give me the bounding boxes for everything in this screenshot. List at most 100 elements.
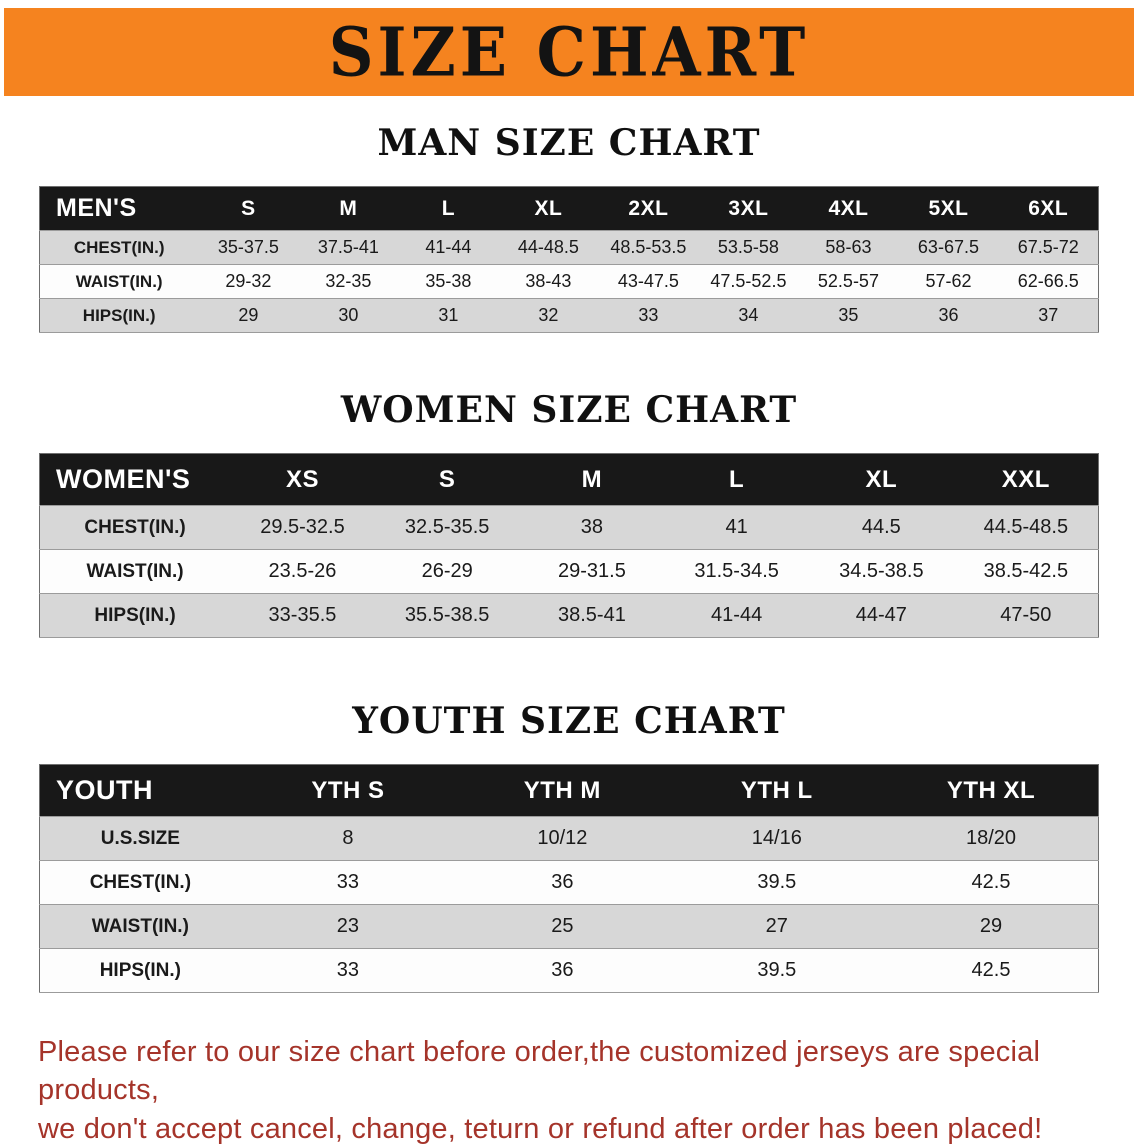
size-value: 38-43 xyxy=(525,271,572,291)
measurement-label: CHEST(IN.) xyxy=(73,237,165,257)
size-column-header: XL xyxy=(808,453,954,506)
measurement-row: WAIST(IN.) 23.5-26 26-29 29-31.5 31.5-34.5 34… xyxy=(39,549,1099,594)
measurement-label: CHEST(IN.) xyxy=(89,871,192,893)
size-value: 10/12 xyxy=(537,827,588,849)
size-value: 29.5-32.5 xyxy=(260,516,345,538)
size-column-header: 6XL xyxy=(998,186,1099,231)
size-value: 38 xyxy=(580,516,604,538)
youth-section-heading: YOUTH SIZE CHART xyxy=(352,700,786,742)
size-value: 36 xyxy=(938,305,959,325)
size-value: 53.5-58 xyxy=(717,237,779,257)
size-value: 23.5-26 xyxy=(268,560,337,582)
size-column-header: L xyxy=(398,186,499,231)
youth-size-section: YOUTH SIZE CHART YOUTH YTH S YTH M YTH L YTH… xyxy=(0,700,1138,993)
size-value: 31.5-34.5 xyxy=(694,560,779,582)
size-value: 42.5 xyxy=(971,871,1011,893)
size-column-header: 3XL xyxy=(698,186,799,231)
women-section-heading: WOMEN SIZE CHART xyxy=(340,389,798,431)
disclaimer-line-2: we don't accept cancel, change, teturn o… xyxy=(38,1112,1043,1145)
size-value: 33 xyxy=(638,305,659,325)
size-charts: MAN SIZE CHART MEN'S S M L XL 2XL 3XL 4XL 5XL 6XL… xyxy=(0,122,1138,993)
size-value: 63-67.5 xyxy=(917,237,979,257)
measurement-label: HIPS(IN.) xyxy=(99,959,181,981)
size-value: 52.5-57 xyxy=(817,271,879,291)
measurement-row: HIPS(IN.) 33-35.5 35.5-38.5 38.5-41 41-44 44-… xyxy=(39,593,1099,638)
size-value: 8 xyxy=(342,827,354,849)
size-column-header: M xyxy=(519,453,665,506)
table-group-label: YOUTH xyxy=(39,764,241,817)
size-value: 32.5-35.5 xyxy=(404,516,490,538)
measurement-row: U.S.SIZE 8 10/12 14/16 18/20 xyxy=(39,816,1099,861)
size-value: 35-38 xyxy=(425,271,472,291)
size-value: 36 xyxy=(551,959,574,981)
size-value: 39.5 xyxy=(757,959,797,981)
measurement-row: WAIST(IN.) 29-32 32-35 35-38 38-43 43-47.5 47.… xyxy=(39,264,1099,299)
size-value: 47-50 xyxy=(1000,604,1052,626)
measurement-row: CHEST(IN.) 33 36 39.5 42.5 xyxy=(39,860,1099,905)
size-value: 30 xyxy=(338,305,359,325)
size-value: 18/20 xyxy=(965,827,1017,849)
measurement-row: HIPS(IN.) 29 30 31 32 33 34 35 36 37 xyxy=(39,298,1099,333)
size-column-header: S xyxy=(198,186,299,231)
size-value: 32-35 xyxy=(325,271,372,291)
size-value: 41 xyxy=(725,516,748,538)
size-value: 58-63 xyxy=(825,237,872,257)
size-value: 48.5-53.5 xyxy=(610,237,687,257)
size-value: 29 xyxy=(238,305,259,325)
table-group-label: MEN'S xyxy=(39,186,199,231)
youth-size-table: YOUTH YTH S YTH M YTH L YTH XL U.S.SIZE 8 10/12… xyxy=(39,764,1099,993)
size-value: 41-44 xyxy=(425,237,472,257)
size-chart-page: { "banner": { "title": "SIZE CHART", "bg… xyxy=(0,8,1138,1145)
size-column-header: M xyxy=(298,186,399,231)
size-value: 27 xyxy=(765,915,788,937)
size-value: 39.5 xyxy=(757,871,797,893)
size-value: 38.5-42.5 xyxy=(983,560,1069,582)
size-value: 34 xyxy=(738,305,759,325)
size-value: 35 xyxy=(838,305,859,325)
women-size-section: WOMEN SIZE CHART WOMEN'S XS S M L XL XXL CHEST(… xyxy=(0,389,1138,638)
size-column-header: XL xyxy=(498,186,599,231)
size-column-header: L xyxy=(664,453,809,506)
size-value: 29-31.5 xyxy=(557,560,626,582)
size-value: 44-48.5 xyxy=(517,237,579,257)
table-group-label: WOMEN'S xyxy=(39,453,231,506)
size-header-row: YOUTH YTH S YTH M YTH L YTH XL xyxy=(39,764,1099,817)
size-value: 47.5-52.5 xyxy=(710,271,787,291)
size-column-header: YTH S xyxy=(240,764,456,817)
size-value: 41-44 xyxy=(711,604,763,626)
size-value: 26-29 xyxy=(421,560,473,582)
measurement-label: WAIST(IN.) xyxy=(75,271,163,291)
size-value: 35.5-38.5 xyxy=(404,604,490,626)
size-value: 25 xyxy=(551,915,574,937)
measurement-row: WAIST(IN.) 23 25 27 29 xyxy=(39,904,1099,949)
size-value: 44.5-48.5 xyxy=(983,516,1069,538)
measurement-label: WAIST(IN.) xyxy=(86,560,184,582)
size-column-header: XS xyxy=(230,453,375,506)
disclaimer: Please refer to our size chart before or… xyxy=(38,1033,1100,1148)
size-value: 37.5-41 xyxy=(317,237,379,257)
size-value: 43-47.5 xyxy=(617,271,679,291)
size-column-header: YTH L xyxy=(669,764,885,817)
size-header-row: WOMEN'S XS S M L XL XXL xyxy=(39,453,1099,506)
measurement-row: CHEST(IN.) 29.5-32.5 32.5-35.5 38 41 44.5 44.5… xyxy=(39,505,1099,550)
size-value: 33-35.5 xyxy=(268,604,337,626)
measurement-label: CHEST(IN.) xyxy=(84,516,186,538)
size-value: 35-37.5 xyxy=(217,237,279,257)
size-value: 44-47 xyxy=(855,604,907,626)
size-value: 62-66.5 xyxy=(1017,271,1079,291)
men-size-table: MEN'S S M L XL 2XL 3XL 4XL 5XL 6XL CHEST(IN.) 35-37… xyxy=(39,186,1099,333)
size-value: 29 xyxy=(979,915,1003,937)
page-title: SIZE CHART xyxy=(328,12,810,92)
size-value: 36 xyxy=(551,871,574,893)
measurement-label: WAIST(IN.) xyxy=(91,915,189,937)
size-value: 67.5-72 xyxy=(1017,237,1079,257)
size-value: 14/16 xyxy=(751,827,802,849)
size-value: 37 xyxy=(1038,305,1059,325)
measurement-label: HIPS(IN.) xyxy=(82,305,156,325)
size-value: 38.5-41 xyxy=(557,604,626,626)
women-size-table: WOMEN'S XS S M L XL XXL CHEST(IN.) 29.5-32.5 32.5… xyxy=(39,453,1099,638)
size-value: 33 xyxy=(336,871,360,893)
size-value: 34.5-38.5 xyxy=(839,560,924,582)
size-header-row: MEN'S S M L XL 2XL 3XL 4XL 5XL 6XL xyxy=(39,186,1099,231)
size-column-header: 5XL xyxy=(898,186,999,231)
